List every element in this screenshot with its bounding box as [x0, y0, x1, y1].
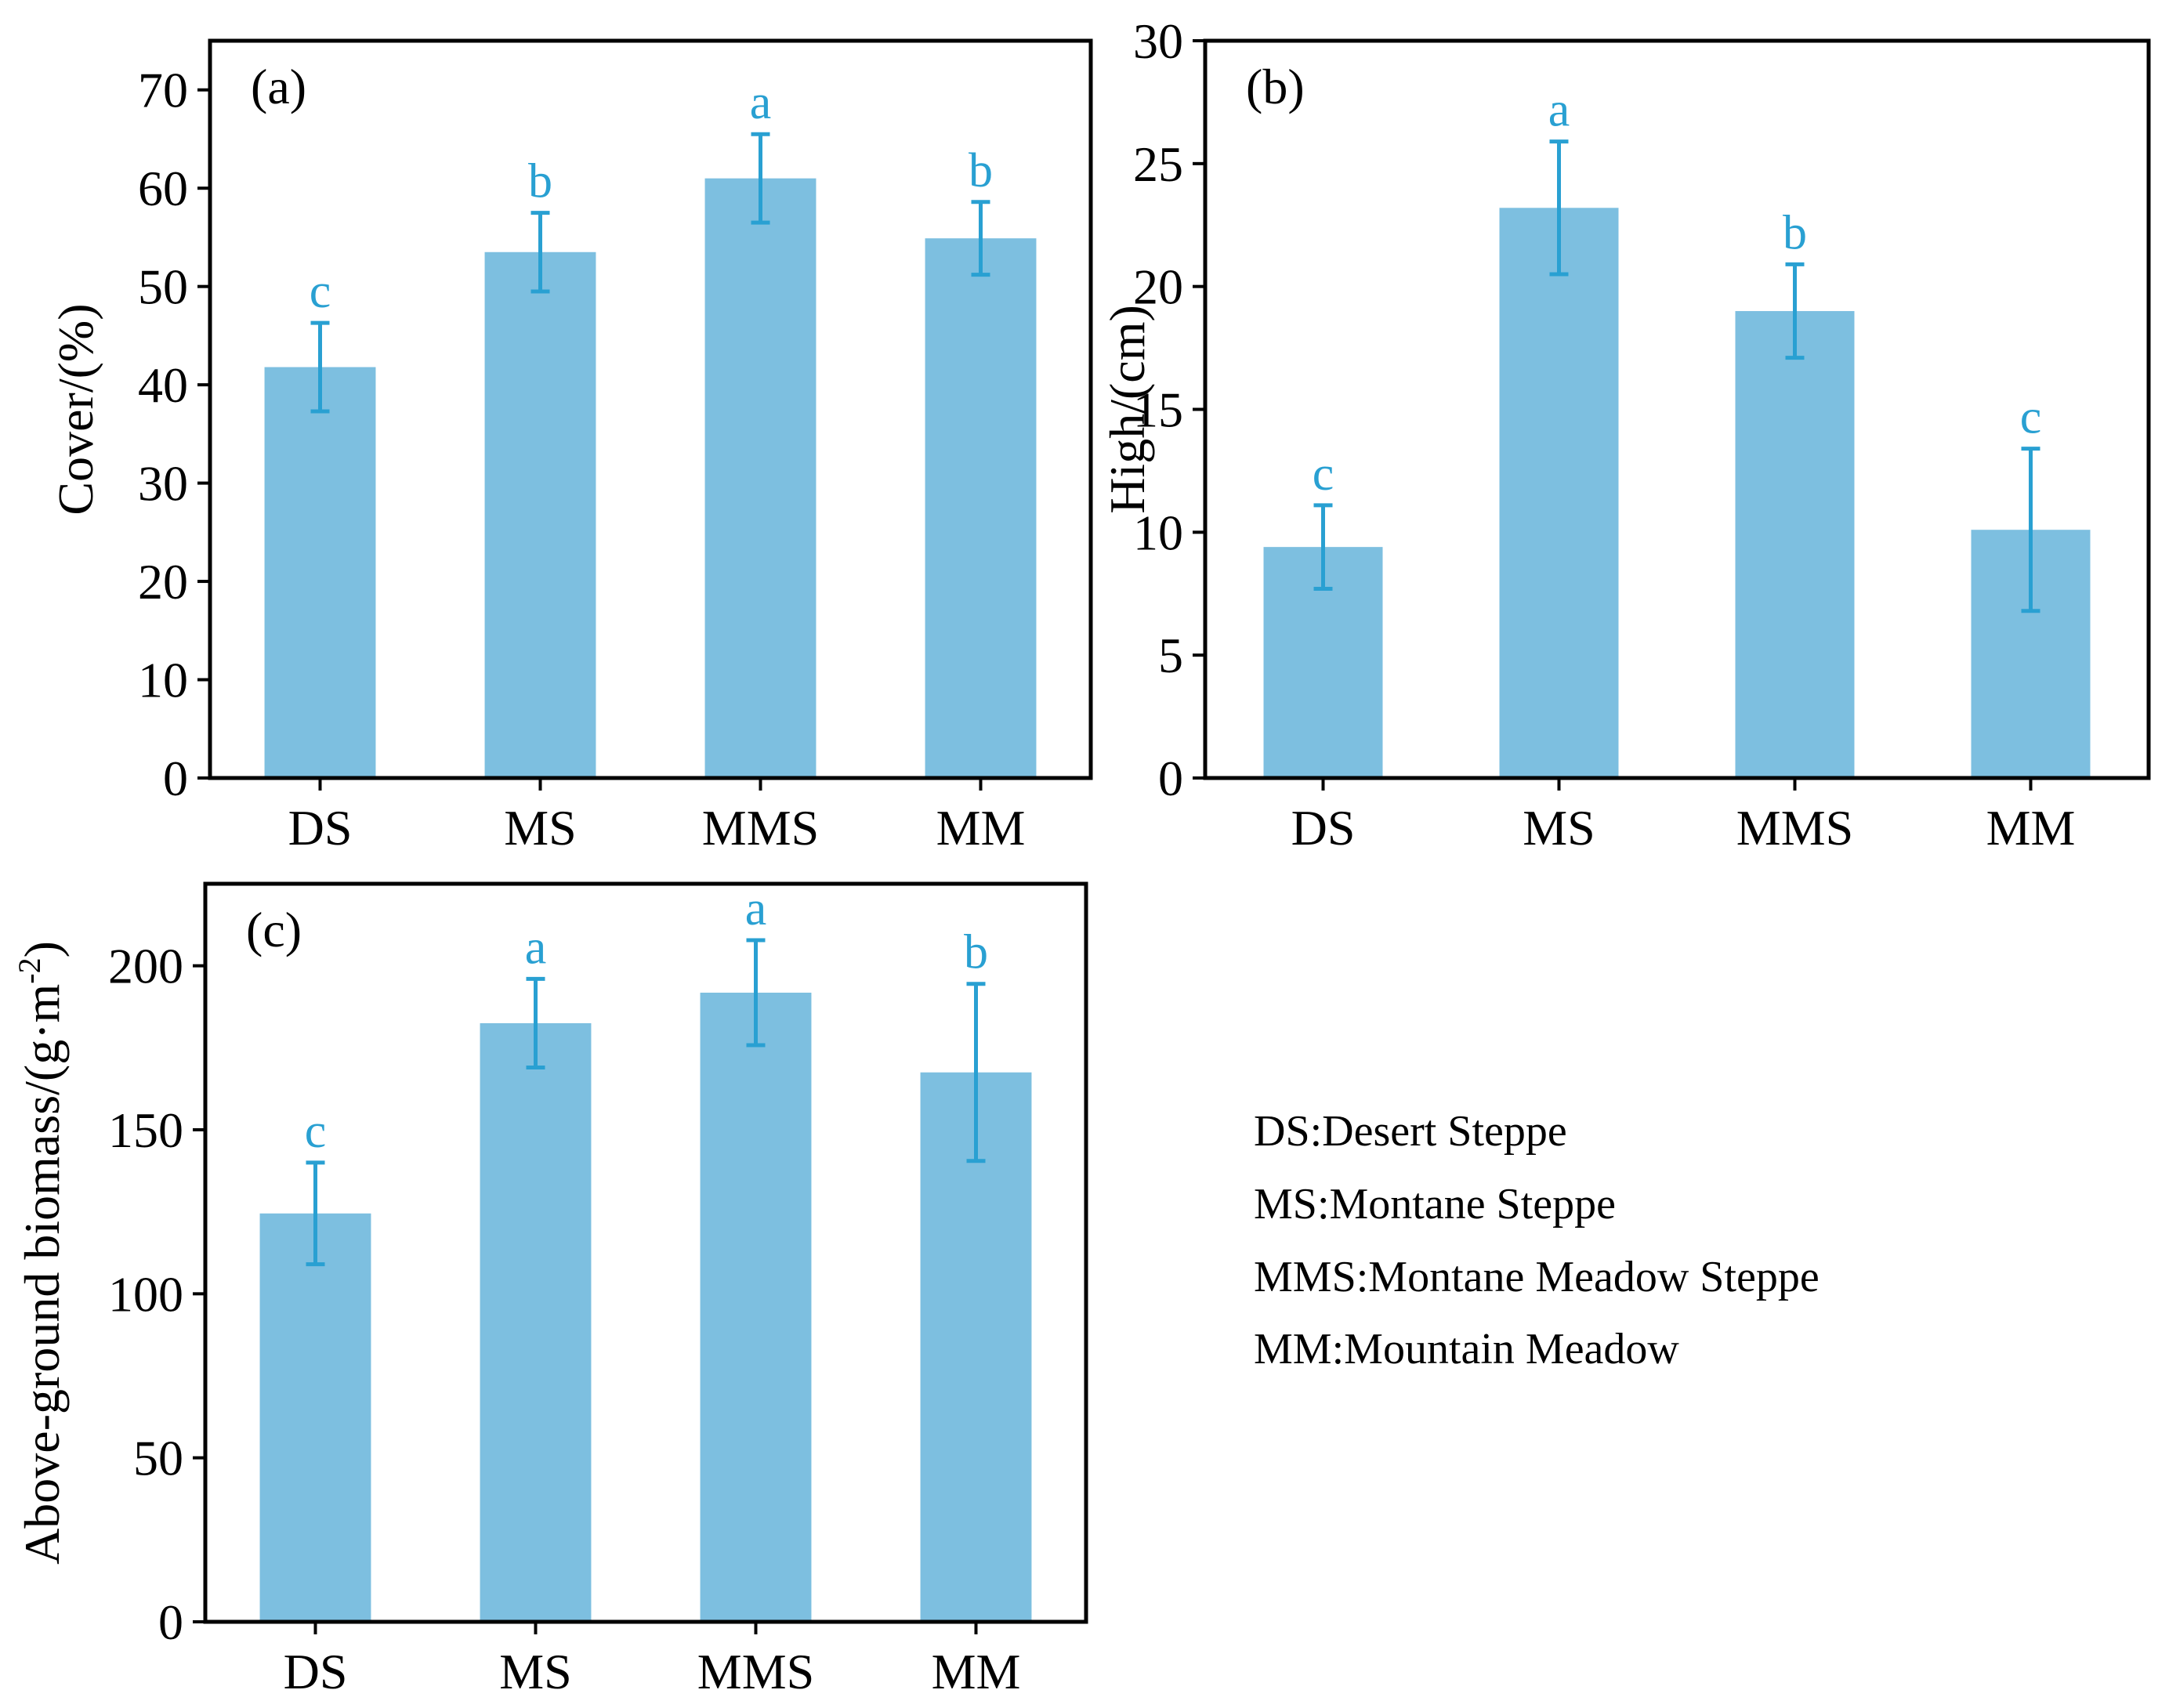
bar-c-ds	[259, 1213, 371, 1622]
plot-frame-b	[1203, 38, 2151, 780]
x-tick-label-c-mm: MM	[932, 1644, 1021, 1699]
chart-panel-c: c DS a MS a MMS b MM 0 50 100 150 200 (c) Above-ground…	[12, 881, 1088, 1699]
y-axis-title-b: High/(cm)	[1099, 305, 1155, 514]
bar-b-ms	[1499, 208, 1619, 778]
y-tick-label-b-5: 5	[1158, 628, 1183, 683]
y-axis-title-close: )	[14, 941, 70, 957]
abbreviation-legend: DS:Desert Steppe MS:Montane Steppe MMS:M…	[1254, 1107, 1820, 1373]
y-tick-label-a-20: 20	[138, 554, 188, 610]
significance-label-c-mm: b	[964, 926, 988, 979]
significance-label-b-ms: a	[1548, 84, 1570, 137]
bar-c-ms	[480, 1022, 592, 1622]
y-tick-label-a-50: 50	[138, 259, 188, 315]
y-tick-label-a-60: 60	[138, 161, 188, 216]
y-tick-label-c-0: 0	[158, 1594, 183, 1650]
panel-label-b: (b)	[1246, 59, 1305, 114]
y-tick-label-a-30: 30	[138, 456, 188, 512]
chart-panel-b: c DS a MS b MMS c MM 0 5 10 15 20 25 30 (b) High/(cm)	[1099, 13, 2151, 856]
significance-label-c-ds: c	[305, 1105, 327, 1158]
x-tick-label-c-ms: MS	[499, 1644, 572, 1699]
y-tick-label-b-25: 25	[1133, 136, 1183, 192]
y-tick-label-c-50: 50	[133, 1431, 183, 1486]
plot-frame-a	[208, 38, 1093, 780]
plot-frame-c	[203, 881, 1088, 1624]
y-tick-label-a-40: 40	[138, 357, 188, 413]
y-axis-title-c: Above-ground biomass/(g·m-2)	[12, 941, 70, 1565]
y-axis-title-superscript: -2	[12, 957, 47, 983]
significance-label-b-mm: c	[2020, 391, 2042, 444]
bar-a-mms	[704, 178, 817, 779]
y-tick-label-a-0: 0	[163, 751, 188, 806]
panel-label-c: (c)	[246, 902, 302, 957]
y-tick-label-c-200: 200	[108, 939, 183, 994]
bar-a-mm	[925, 238, 1037, 778]
x-tick-label-a-mms: MMS	[702, 800, 819, 856]
legend-item-ds: DS:Desert Steppe	[1254, 1107, 1567, 1156]
x-tick-label-a-ds: DS	[288, 800, 353, 856]
bar-a-ms	[484, 251, 596, 779]
panel-label-a: (a)	[251, 59, 306, 114]
x-tick-label-b-ds: DS	[1291, 800, 1356, 856]
significance-label-a-ms: b	[528, 155, 552, 208]
x-tick-label-a-ms: MS	[504, 800, 577, 856]
y-tick-label-a-10: 10	[138, 653, 188, 708]
legend-item-mm: MM:Mountain Meadow	[1254, 1325, 1679, 1373]
bar-c-mm	[920, 1072, 1032, 1622]
chart-panel-a: c DS b MS a MMS b MM 0 10 20 30 40 50 60 70 (a) Cover/(%)	[48, 38, 1093, 856]
y-tick-label-b-0: 0	[1158, 751, 1183, 806]
y-tick-label-c-100: 100	[108, 1266, 183, 1322]
legend-item-ms: MS:Montane Steppe	[1254, 1180, 1616, 1229]
y-tick-label-a-70: 70	[138, 63, 188, 118]
y-axis-title-a: Cover/(%)	[48, 303, 103, 515]
bar-c-mms	[700, 992, 812, 1622]
significance-label-a-ds: c	[310, 265, 331, 318]
x-tick-label-b-mm: MM	[1986, 800, 2076, 856]
significance-label-c-ms: a	[525, 921, 547, 974]
significance-label-b-ds: c	[1313, 447, 1334, 501]
x-tick-label-a-mm: MM	[936, 800, 1026, 856]
x-tick-label-c-mms: MMS	[697, 1644, 814, 1699]
significance-label-a-mms: a	[750, 76, 772, 129]
significance-label-c-mms: a	[745, 882, 767, 935]
bar-b-mms	[1735, 311, 1855, 778]
y-tick-label-b-30: 30	[1133, 13, 1183, 69]
bar-a-ds	[264, 367, 376, 779]
y-tick-label-b-10: 10	[1133, 505, 1183, 560]
y-tick-label-b-15: 15	[1133, 382, 1183, 438]
significance-label-b-mms: b	[1783, 206, 1807, 259]
x-tick-label-b-ms: MS	[1523, 800, 1595, 856]
y-tick-label-b-20: 20	[1133, 259, 1183, 315]
y-axis-title-main: Above-ground biomass/(g·m	[14, 984, 70, 1565]
significance-label-a-mm: b	[969, 144, 993, 197]
y-tick-label-c-150: 150	[108, 1102, 183, 1158]
x-tick-label-b-mms: MMS	[1736, 800, 1853, 856]
legend-item-mms: MMS:Montane Meadow Steppe	[1254, 1253, 1820, 1301]
x-tick-label-c-ds: DS	[284, 1644, 348, 1699]
